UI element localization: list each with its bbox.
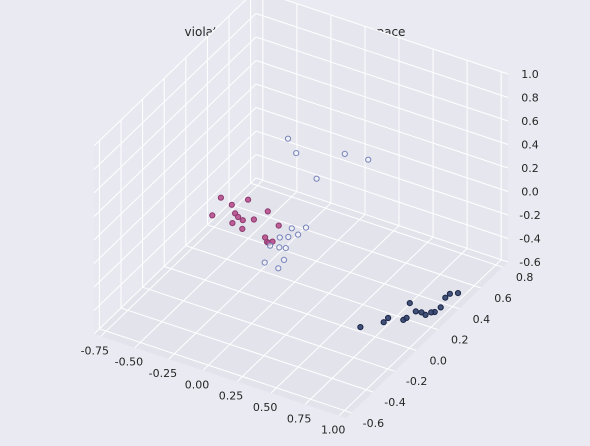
x-tick-label: 0.75: [287, 412, 312, 425]
data-point-series-1: [228, 201, 235, 208]
data-point-series-2: [365, 156, 372, 163]
gridline-z-back: [255, 107, 509, 192]
y-tick-label: 0.0: [429, 354, 447, 367]
data-point-series-3: [422, 311, 429, 318]
data-point-series-2: [261, 259, 268, 266]
data-points: [209, 135, 462, 331]
gridline-z-back: [255, 154, 509, 239]
y-tick-label: 0.4: [473, 313, 491, 326]
x-tick-label: 0.50: [253, 401, 278, 414]
data-point-series-1: [264, 208, 271, 215]
data-point-series-2: [302, 224, 310, 231]
y-tick-label: 0.6: [494, 292, 512, 305]
gridline-y-floor: [185, 245, 438, 331]
data-point-series-2: [295, 231, 302, 238]
gridline-z-back: [255, 83, 509, 169]
data-point-series-1: [245, 196, 252, 203]
x-tick-label: 1.00: [321, 424, 346, 437]
data-point-series-2: [275, 265, 282, 272]
y-tick-label: -0.6: [363, 417, 384, 430]
data-point-series-3: [412, 308, 419, 315]
data-point-series-3: [403, 314, 410, 321]
data-point-series-2: [276, 234, 283, 241]
data-point-series-1: [239, 217, 246, 224]
x-tick-label: 0.00: [185, 378, 210, 391]
data-point-series-3: [385, 314, 392, 322]
data-point-series-2: [293, 150, 300, 157]
data-point-series-3: [428, 309, 435, 316]
z-tick-label: 0.6: [521, 115, 539, 128]
data-point-series-1: [275, 222, 282, 229]
data-point-series-3: [406, 300, 413, 307]
data-point-series-1: [235, 213, 242, 221]
data-point-series-2: [285, 233, 292, 241]
gridline-z-back: [255, 13, 509, 98]
gridline-z-back: [255, 130, 509, 216]
data-point-series-3: [442, 294, 449, 301]
y-tick-label: 0.2: [451, 334, 469, 347]
gridline-y-floor: [228, 203, 482, 289]
data-point-series-1: [229, 220, 236, 227]
x-tick-label: 0.25: [219, 390, 244, 403]
z-tick-label: 0.2: [521, 162, 539, 175]
axis-panes: [94, 0, 508, 418]
data-point-series-1: [217, 194, 224, 201]
z-tick-label: -0.2: [519, 209, 540, 222]
data-point-series-3: [454, 290, 462, 297]
gridline-y-floor: [142, 286, 395, 372]
data-point-series-2: [282, 245, 289, 252]
y-tick-label: -0.2: [406, 375, 427, 388]
data-point-series-1: [209, 212, 216, 219]
gridline-z-side: [93, 154, 257, 311]
data-point-series-2: [288, 225, 295, 232]
gridline-z-side: [93, 130, 257, 288]
gridline-z-side: [93, 0, 247, 147]
z-tick-label: 0.8: [521, 92, 539, 105]
floor-pane: [94, 178, 508, 418]
gridline-z-back: [255, 60, 509, 145]
x-tick-label: -0.25: [149, 367, 177, 380]
data-point-series-3: [446, 290, 453, 297]
z-tick-label: 0.0: [521, 186, 539, 199]
gridline-y-floor: [164, 265, 417, 351]
gridline-z-back: [284, 0, 509, 75]
y-tick-label: -0.4: [384, 396, 405, 409]
data-point-series-3: [357, 324, 364, 331]
side-pane: [94, 0, 256, 334]
z-tick-label: 0.4: [521, 139, 539, 152]
data-point-series-2: [284, 135, 292, 142]
gridline-z-side: [93, 36, 257, 194]
gridline-z-side: [93, 107, 257, 264]
gridline-z-side: [93, 60, 257, 217]
z-tick-label: -0.6: [519, 256, 540, 269]
data-point-series-2: [276, 244, 283, 251]
data-point-series-3: [437, 304, 444, 311]
data-point-series-1: [250, 216, 257, 223]
gridline-z-back: [255, 36, 509, 122]
back-pane: [256, 0, 508, 262]
gridline-y-floor: [120, 307, 374, 393]
gridline-y-floor: [250, 182, 503, 268]
x-tick-label: -0.75: [81, 344, 109, 357]
gridline-z-back: [255, 177, 509, 263]
tick-labels: -0.75-0.50-0.250.000.250.500.751.00-0.6-…: [81, 68, 541, 437]
gridline-z-side: [93, 83, 257, 241]
gridline-y-floor: [99, 328, 352, 414]
data-point-series-1: [239, 225, 246, 232]
data-point-series-2: [313, 175, 320, 182]
z-tick-label: 1.0: [521, 68, 539, 81]
data-point-series-2: [280, 256, 288, 263]
z-tick-label: -0.4: [519, 233, 540, 246]
x-tick-label: -0.50: [115, 356, 143, 369]
data-point-series-3: [380, 319, 387, 326]
y-tick-label: 0.8: [516, 271, 534, 284]
data-point-series-2: [341, 150, 348, 157]
data-point-series-2: [267, 242, 274, 249]
gridline-y-floor: [207, 224, 460, 310]
gridline-z-side: [93, 13, 257, 170]
